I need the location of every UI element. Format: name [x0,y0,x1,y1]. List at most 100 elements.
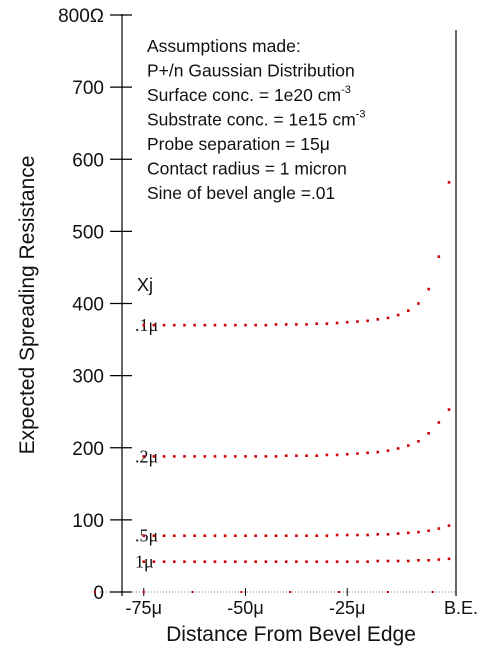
data-point [254,534,257,538]
data-point [437,527,441,530]
data-point [386,316,390,320]
y-tick-label: 0 [93,583,104,604]
data-point [407,444,410,447]
data-point [162,323,166,327]
data-point [162,534,166,538]
data-point [193,323,196,327]
data-point [223,455,227,458]
assumption-line: Sine of bevel angle =.01 [147,183,335,203]
data-point [244,455,247,458]
data-point [305,454,308,457]
data-point [152,323,156,327]
series-label: .1μ [135,315,158,335]
data-point [407,309,410,313]
data-point [213,455,217,458]
data-point [386,559,390,563]
baseline-marker [93,591,96,593]
assumption-superscript: -3 [356,109,366,121]
x-tick-label: -50μ [227,598,263,618]
data-point [183,534,186,538]
assumption-superscript: -3 [341,84,351,96]
baseline-marker [289,591,292,593]
series-label: .5μ [135,526,158,546]
data-point [427,558,430,562]
baseline-marker [386,591,389,593]
y-tick-label: 700 [72,78,104,99]
data-point [305,534,308,538]
data-point [396,313,400,317]
assumption-line: P+/n Gaussian Distribution [147,61,355,81]
data-point [325,322,329,325]
baseline-marker [338,591,341,593]
data-point [254,323,257,327]
data-point [213,534,217,538]
data-point [356,320,359,323]
data-point [172,455,176,458]
data-point [325,534,329,538]
data-point [183,455,186,458]
data-point [223,560,227,564]
data-point [295,560,298,564]
data-point [183,323,186,327]
data-point [193,455,196,458]
assumption-line: Probe separation = 15μ [147,134,330,154]
data-point [244,323,247,327]
data-point [396,532,400,535]
data-point [142,560,146,564]
data-point [407,559,410,563]
data-point [345,320,349,324]
data-point [193,560,196,564]
data-point [335,453,339,457]
x-tick-label: -75μ [126,598,162,618]
data-point [427,287,430,291]
data-point [223,323,227,327]
y-axis-title: Expected Spreading Resistance [16,156,39,455]
data-point [244,560,247,564]
data-point [172,534,176,538]
xj-header: Xj [137,275,153,295]
data-point [203,455,207,458]
x-axis-title: Distance From Bevel Edge [166,623,416,646]
y-ticks: 0 100 200 300 400 500 600 700 800Ω [58,6,132,604]
data-point [183,560,186,564]
data-point [315,322,319,325]
y-tick-label: 200 [72,439,104,460]
data-point [427,529,430,532]
y-tick-label: 800Ω [58,6,104,27]
data-point [213,323,217,327]
data-point [345,533,349,537]
data-point [274,534,278,538]
data-point [407,531,410,535]
data-point [417,530,420,534]
data-point [345,560,349,564]
data-point [295,454,298,457]
data-point [284,534,288,538]
y-tick-label: 500 [72,222,104,243]
data-point [264,455,268,458]
data-point [417,558,420,562]
y-tick-label: 300 [72,367,104,388]
baseline-marker [240,591,243,593]
data-point [447,181,451,184]
data-point [162,455,166,458]
assumption-line: Assumptions made: [147,36,301,56]
data-point [172,323,176,327]
data-point [234,560,237,564]
x-ticks: -75μ -50μ -25μ B.E. [126,588,478,618]
data-point [325,560,329,564]
data-point [447,408,451,411]
data-point [284,560,288,564]
data-point [234,323,237,327]
data-point [305,560,308,564]
data-point [264,534,268,538]
data-point [264,323,268,327]
data-point [366,319,369,323]
data-point [315,560,319,564]
data-point [356,452,359,455]
data-point [417,302,420,305]
data-point [386,449,390,452]
data-point [366,560,369,564]
data-point [376,559,380,563]
data-point [447,557,451,561]
data-point [284,454,288,457]
